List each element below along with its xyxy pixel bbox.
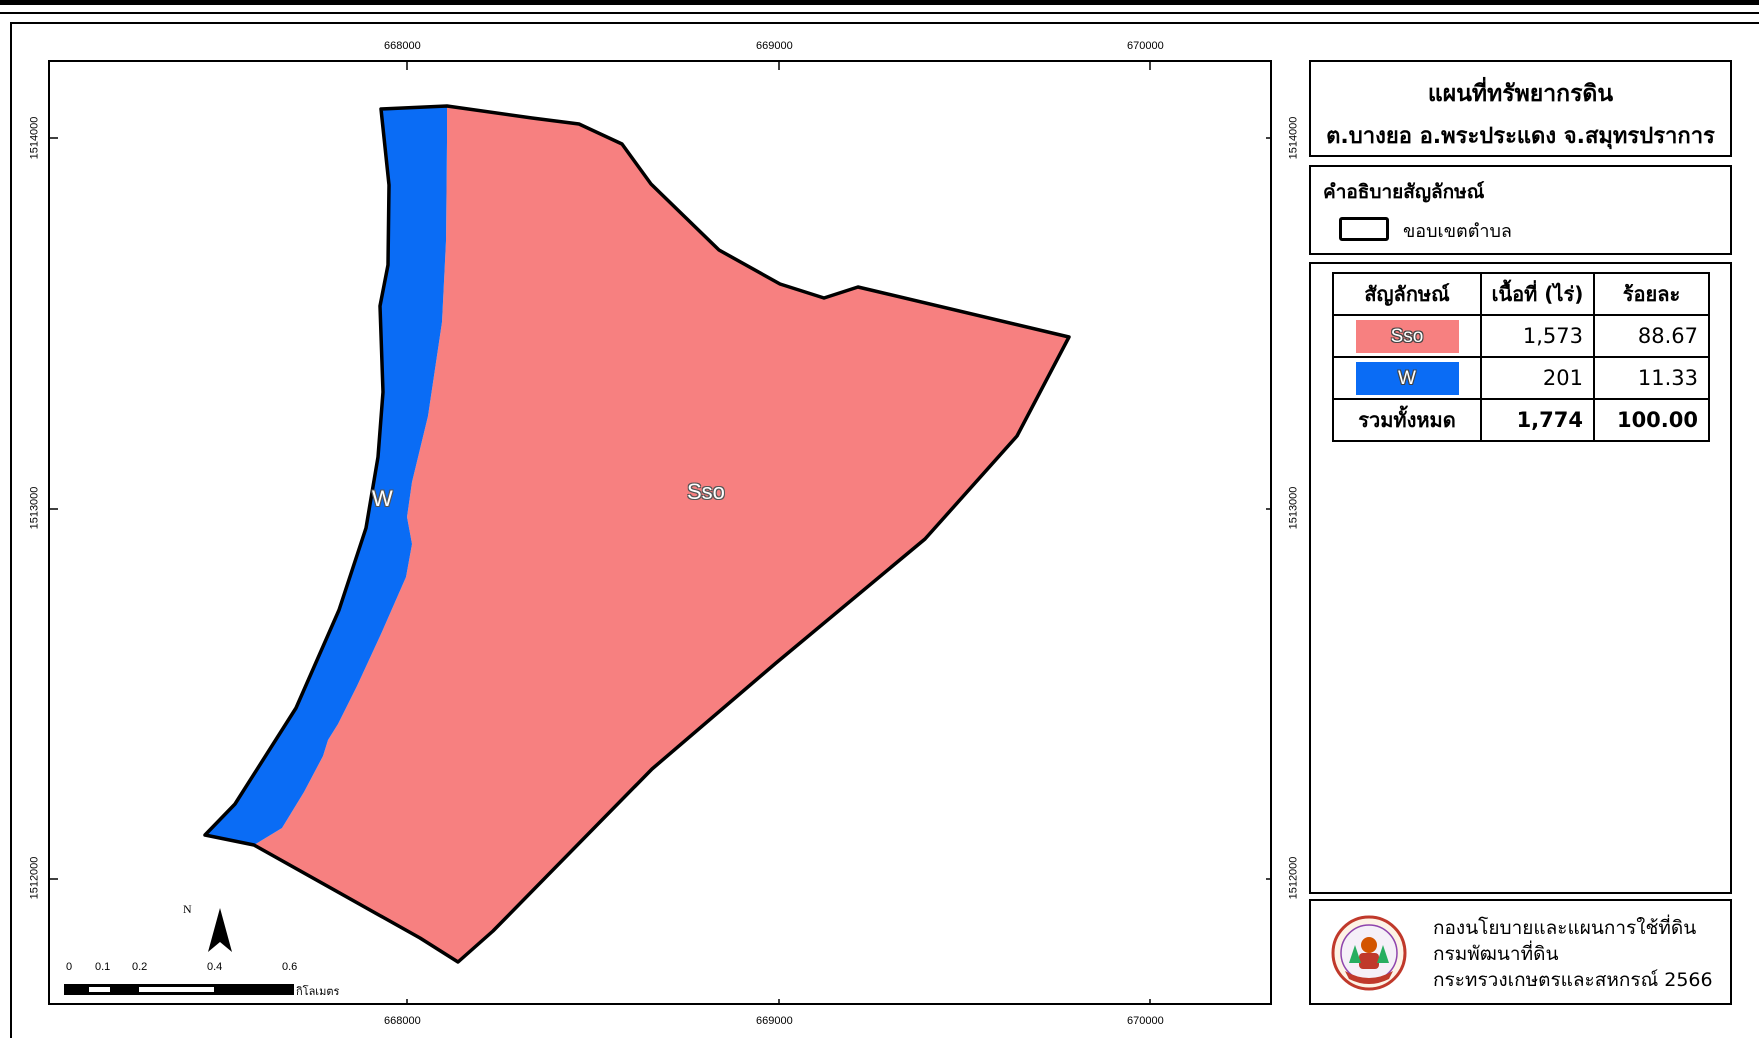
north-arrow-icon [208, 908, 232, 952]
map-title: แผนที่ทรัพยากรดิน [1427, 81, 1614, 107]
credit-division: กองนโยบายและแผนการใช้ที่ดิน [1433, 917, 1697, 939]
scale-bar [64, 984, 294, 995]
header-area: เนื้อที่ (ไร่) [1480, 272, 1595, 316]
scale-unit: กิโลเมตร [296, 986, 340, 998]
y-tick-left-1: 1514000 [28, 116, 41, 160]
map-frame: W Sso N 0 0.1 0.2 0.4 0.6 กิโลเมตร [48, 60, 1272, 1005]
credit-ministry: กระทรวงเกษตรและสหกรณ์ 2566 [1433, 969, 1713, 991]
x-tick-bottom-2: 669000 [756, 1015, 793, 1027]
table-row: W 201 11.33 [1332, 356, 1710, 400]
soil-swatch-w: W [1355, 361, 1459, 395]
y-tick-left-2: 1513000 [28, 486, 41, 530]
boundary-legend-label: ขอบเขตตำบล [1403, 221, 1512, 242]
header-symbol: สัญลักษณ์ [1332, 272, 1482, 316]
x-tick-top-1: 668000 [384, 40, 421, 52]
credit-text: กองนโยบายและแผนการใช้ที่ดิน กรมพัฒนาที่ด… [1433, 915, 1713, 993]
area-value: 1,573 [1480, 314, 1595, 358]
soil-label-w: W [372, 486, 393, 511]
total-label: รวมทั้งหมด [1332, 398, 1482, 442]
x-tick-top-3: 670000 [1127, 40, 1164, 52]
top-rule-thin [0, 12, 1759, 14]
credit-panel: กองนโยบายและแผนการใช้ที่ดิน กรมพัฒนาที่ด… [1309, 899, 1732, 1005]
boundary-legend-swatch [1339, 217, 1389, 241]
credit-department: กรมพัฒนาที่ดิน [1433, 943, 1559, 965]
total-percent: 100.00 [1593, 398, 1710, 442]
x-tick-bottom-3: 670000 [1127, 1015, 1164, 1027]
soil-label-sso: Sso [687, 479, 725, 504]
land-development-seal-icon [1331, 915, 1407, 991]
outer-frame [10, 22, 1759, 1038]
map-subtitle: ต.บางยอ อ.พระประแดง จ.สมุทรปราการ [1326, 124, 1715, 149]
scale-label-4: 0.6 [282, 961, 298, 973]
top-rule [0, 0, 1759, 5]
y-tick-right-2: 1513000 [1287, 486, 1300, 530]
area-table-panel: สัญลักษณ์ เนื้อที่ (ไร่) ร้อยละ Sso 1,57… [1309, 262, 1732, 894]
x-tick-top-2: 669000 [756, 40, 793, 52]
soil-swatch-sso: Sso [1355, 319, 1459, 353]
soil-unit-sso-area [254, 106, 1069, 962]
y-tick-right-3: 1512000 [1287, 856, 1300, 900]
table-row: Sso 1,573 88.67 [1332, 314, 1710, 358]
scale-label-1: 0.1 [95, 961, 111, 973]
map-canvas [50, 62, 1270, 1003]
legend-title: คำอธิบายสัญลักษณ์ [1323, 181, 1485, 203]
area-value: 201 [1480, 356, 1595, 400]
soil-unit-w-area [205, 106, 447, 845]
legend-panel: คำอธิบายสัญลักษณ์ ขอบเขตตำบล [1309, 165, 1732, 255]
table-header-row: สัญลักษณ์ เนื้อที่ (ไร่) ร้อยละ [1332, 272, 1710, 316]
scale-label-0: 0 [66, 961, 73, 973]
scale-label-2: 0.2 [132, 961, 148, 973]
subdistrict-boundary [203, 104, 1071, 964]
north-label: N [183, 902, 192, 916]
y-tick-right-1: 1514000 [1287, 116, 1300, 160]
percent-value: 11.33 [1593, 356, 1710, 400]
percent-value: 88.67 [1593, 314, 1710, 358]
title-panel: แผนที่ทรัพยากรดิน ต.บางยอ อ.พระประแดง จ.… [1309, 60, 1732, 157]
x-tick-bottom-1: 668000 [384, 1015, 421, 1027]
header-percent: ร้อยละ [1593, 272, 1710, 316]
scale-label-3: 0.4 [207, 961, 223, 973]
area-table: สัญลักษณ์ เนื้อที่ (ไร่) ร้อยละ Sso 1,57… [1332, 272, 1710, 442]
y-tick-left-3: 1512000 [28, 856, 41, 900]
table-total-row: รวมทั้งหมด 1,774 100.00 [1332, 398, 1710, 442]
frame-ticks [50, 62, 1270, 1003]
total-area: 1,774 [1480, 398, 1595, 442]
